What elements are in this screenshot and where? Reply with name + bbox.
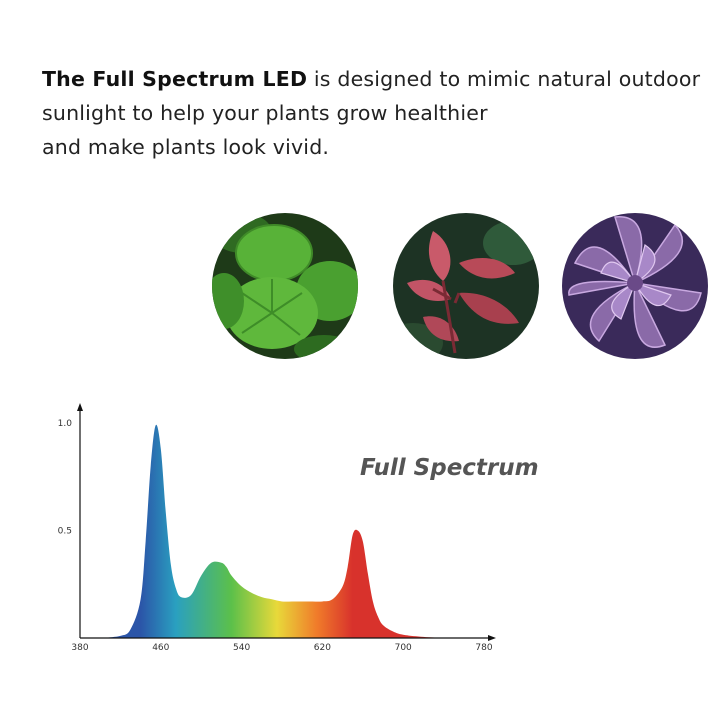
spectrum-area xyxy=(100,424,444,638)
x-tick-label: 460 xyxy=(152,643,169,653)
spectrum-chart: 380 460 540 620 700 780 0.5 1.0 xyxy=(58,403,496,653)
intro-line-3: and make plants look vivid. xyxy=(42,135,330,159)
x-tick-label: 540 xyxy=(233,643,250,653)
product-name: The Full Spectrum LED xyxy=(42,67,308,91)
x-tick-label: 620 xyxy=(314,643,331,653)
y-tick-label: 0.5 xyxy=(58,527,72,537)
intro-line-1: The Full Spectrum LED is designed to mim… xyxy=(42,62,702,96)
y-tick-label: 1.0 xyxy=(58,419,73,429)
x-tick-label: 380 xyxy=(71,643,88,653)
x-tick-label: 780 xyxy=(475,643,492,653)
y-tick-labels: 0.5 1.0 xyxy=(58,419,73,537)
x-tick-labels: 380 460 540 620 700 780 xyxy=(71,643,492,653)
chart-title: Full Spectrum xyxy=(360,455,539,481)
x-axis-arrow-icon xyxy=(488,635,496,641)
intro-line-1-rest: is designed to mimic natural outdoor xyxy=(307,67,701,91)
red-leaf-plant-photo xyxy=(393,213,539,359)
x-tick-label: 700 xyxy=(395,643,412,653)
purple-succulent-photo xyxy=(562,213,708,359)
green-leaf-plant-photo xyxy=(212,213,358,359)
intro-text: The Full Spectrum LED is designed to mim… xyxy=(42,62,702,164)
y-axis-arrow-icon xyxy=(77,403,83,411)
intro-line-2: sunlight to help your plants grow health… xyxy=(42,101,488,125)
